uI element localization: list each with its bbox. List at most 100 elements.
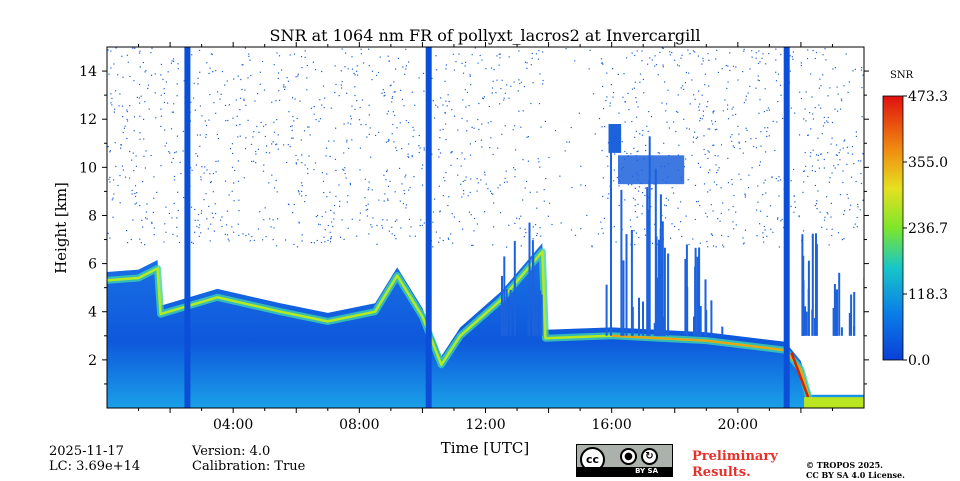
noise-dot xyxy=(605,100,607,102)
noise-dot xyxy=(755,147,757,149)
noise-dot xyxy=(210,223,212,225)
noise-dot xyxy=(418,77,420,79)
noise-dot xyxy=(469,74,471,76)
noise-dot xyxy=(712,112,714,114)
noise-dot xyxy=(699,166,702,168)
noise-dot xyxy=(548,156,550,159)
noise-dot xyxy=(514,169,516,171)
noise-dot xyxy=(746,129,748,131)
noise-dot xyxy=(113,179,115,181)
noise-dot xyxy=(353,72,355,74)
noise-dot xyxy=(634,81,636,83)
noise-dot xyxy=(301,182,303,184)
noise-dot xyxy=(778,195,780,197)
noise-dot xyxy=(145,211,148,213)
tower-column xyxy=(661,221,664,336)
y-tick-label: 4 xyxy=(88,305,97,321)
noise-dot xyxy=(568,141,570,143)
noise-dot xyxy=(765,63,767,65)
noise-dot xyxy=(856,226,858,228)
noise-dot xyxy=(361,99,364,101)
noise-dot xyxy=(593,93,595,95)
noise-dot xyxy=(757,62,760,64)
noise-dot xyxy=(129,150,131,153)
noise-dot xyxy=(707,191,709,193)
noise-dot xyxy=(622,96,624,98)
upper-towers xyxy=(501,136,864,336)
noise-dot xyxy=(697,200,699,203)
noise-dot xyxy=(338,184,340,186)
footer-version: Version: 4.0 Calibration: True xyxy=(192,444,305,474)
noise-dot xyxy=(421,168,423,170)
noise-dot xyxy=(139,52,141,54)
noise-dot xyxy=(199,71,201,73)
noise-dot xyxy=(193,82,195,84)
noise-dot xyxy=(208,119,210,121)
tower-column xyxy=(694,266,697,336)
noise-dot xyxy=(616,176,618,179)
noise-dot xyxy=(767,127,769,129)
noise-dot xyxy=(307,172,309,175)
noise-dot xyxy=(707,53,709,55)
noise-dot xyxy=(245,137,247,139)
noise-dot xyxy=(434,198,436,200)
noise-dot xyxy=(755,57,757,59)
noise-dot xyxy=(830,143,832,145)
tower-column xyxy=(509,290,512,336)
noise-dot xyxy=(132,47,134,49)
cc-license-badge: cc ● ↻ BY SA xyxy=(576,444,673,477)
noise-dot xyxy=(232,152,234,155)
noise-dot xyxy=(694,184,697,186)
noise-dot xyxy=(306,64,308,67)
noise-dot xyxy=(251,160,253,162)
noise-dot xyxy=(387,185,389,187)
noise-dot xyxy=(805,120,807,122)
noise-dot xyxy=(151,221,153,223)
noise-dot xyxy=(645,144,647,146)
noise-dot xyxy=(461,196,463,198)
noise-dot xyxy=(803,118,805,120)
noise-dot xyxy=(681,54,683,56)
noise-dot xyxy=(444,111,446,114)
noise-dot xyxy=(136,96,138,98)
noise-dot xyxy=(314,162,317,164)
noise-dot xyxy=(454,115,456,117)
noise-dot xyxy=(305,195,307,197)
noise-dot xyxy=(422,72,425,74)
noise-dot xyxy=(688,72,690,74)
noise-dot xyxy=(520,126,522,128)
noise-dot xyxy=(359,169,361,171)
noise-dot xyxy=(391,133,393,135)
noise-dot xyxy=(832,68,834,70)
noise-dot xyxy=(133,130,135,132)
tower-column xyxy=(513,282,516,336)
noise-dot xyxy=(276,52,278,54)
noise-dot xyxy=(519,83,521,85)
noise-dot xyxy=(253,160,255,162)
noise-dot xyxy=(387,140,389,142)
noise-dot xyxy=(824,216,826,218)
noise-dot xyxy=(365,205,367,207)
noise-dot xyxy=(649,57,651,59)
noise-dot xyxy=(439,152,442,154)
noise-dot xyxy=(160,74,162,76)
noise-dot xyxy=(326,147,328,149)
noise-dot xyxy=(532,82,534,84)
noise-dot xyxy=(638,236,640,239)
noise-dot xyxy=(329,191,331,193)
noise-dot xyxy=(499,184,501,186)
noise-dot xyxy=(744,229,747,231)
noise-dot xyxy=(241,64,243,66)
noise-dot xyxy=(234,169,236,172)
noise-dot xyxy=(493,202,495,204)
noise-dot xyxy=(221,71,223,73)
noise-dot xyxy=(530,102,532,105)
noise-dot xyxy=(182,150,184,152)
noise-dot xyxy=(442,195,444,197)
noise-dot xyxy=(231,166,234,168)
noise-dot xyxy=(506,246,508,248)
noise-dot xyxy=(666,103,668,105)
noise-dot xyxy=(242,233,244,235)
noise-dot xyxy=(142,226,144,228)
noise-dot xyxy=(451,109,453,111)
